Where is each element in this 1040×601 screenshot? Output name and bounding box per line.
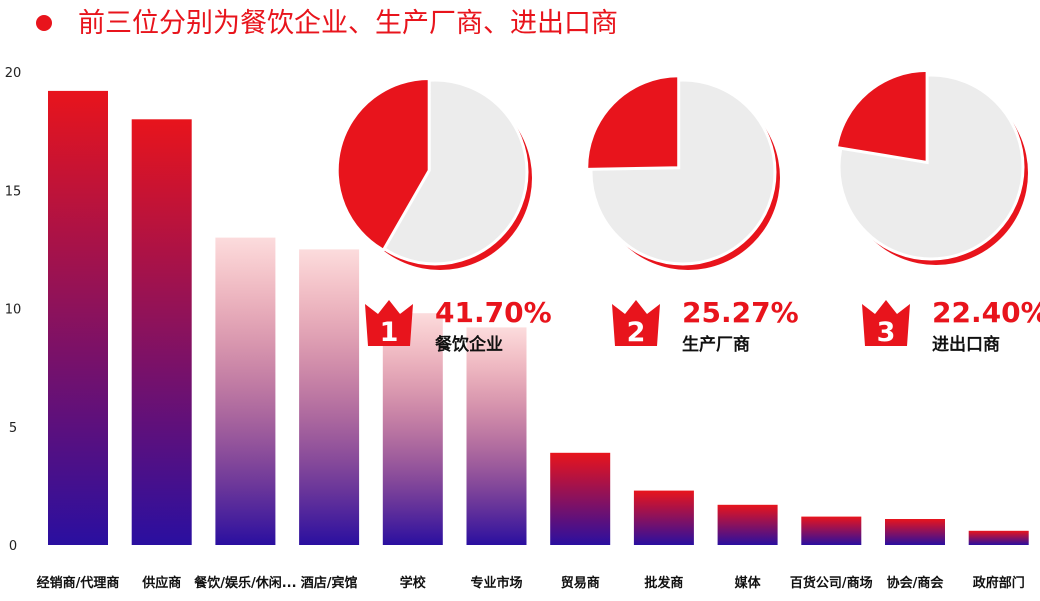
- x-tick-label: 专业市场: [470, 575, 522, 591]
- x-tick-label: 协会/商会: [887, 575, 945, 591]
- rank-percent: 41.70%: [435, 296, 552, 329]
- y-tick-label: 20: [5, 66, 22, 81]
- bar: [633, 490, 694, 545]
- rank-percent: 25.27%: [682, 296, 799, 329]
- x-tick-label: 学校: [400, 575, 427, 591]
- x-tick-label: 政府部门: [973, 575, 1025, 591]
- bar: [550, 452, 611, 545]
- y-tick-label: 5: [9, 421, 17, 436]
- x-tick-label: 批发商: [644, 575, 683, 591]
- pie-slice: [335, 76, 431, 253]
- header: 前三位分别为餐饮企业、生产厂商、进出口商: [0, 0, 1040, 50]
- y-tick-label: 0: [9, 539, 17, 554]
- bar: [801, 516, 862, 545]
- rank-label: 进出口商: [932, 335, 1000, 355]
- bar: [382, 313, 443, 545]
- x-tick-label: 供应商: [141, 575, 181, 591]
- page-title: 前三位分别为餐饮企业、生产厂商、进出口商: [78, 8, 618, 39]
- bar: [48, 90, 108, 546]
- x-tick-label: 百货公司/商场: [790, 575, 873, 591]
- rank-number: 3: [877, 317, 896, 348]
- y-tick-label: 10: [5, 303, 22, 318]
- bar: [299, 249, 360, 545]
- crown-icon: 1: [365, 300, 413, 348]
- rank-percent: 22.40%: [932, 296, 1040, 329]
- x-tick-label: 贸易商: [561, 575, 600, 591]
- pie-slice: [834, 68, 929, 165]
- x-tick-label: 餐饮/娱乐/休闲...: [193, 575, 296, 591]
- x-tick-label: 媒体: [735, 575, 762, 591]
- bar: [466, 327, 527, 545]
- rank-number: 2: [627, 317, 646, 348]
- bullet-dot-icon: [36, 15, 52, 31]
- rank-label: 生产厂商: [682, 335, 750, 355]
- y-tick-label: 15: [5, 184, 22, 199]
- x-tick-label: 经销商/代理商: [37, 575, 120, 591]
- x-tick-label: 酒店/宾馆: [301, 575, 358, 591]
- pie-slice: [585, 74, 681, 171]
- crown-icon: 3: [862, 300, 910, 348]
- bar: [885, 519, 945, 545]
- bar: [968, 530, 1029, 545]
- rank-label: 餐饮企业: [435, 335, 503, 355]
- rank-number: 1: [380, 317, 399, 348]
- bar: [215, 237, 276, 545]
- bar: [131, 119, 192, 546]
- bar: [717, 504, 778, 545]
- crown-icon: 2: [612, 300, 660, 348]
